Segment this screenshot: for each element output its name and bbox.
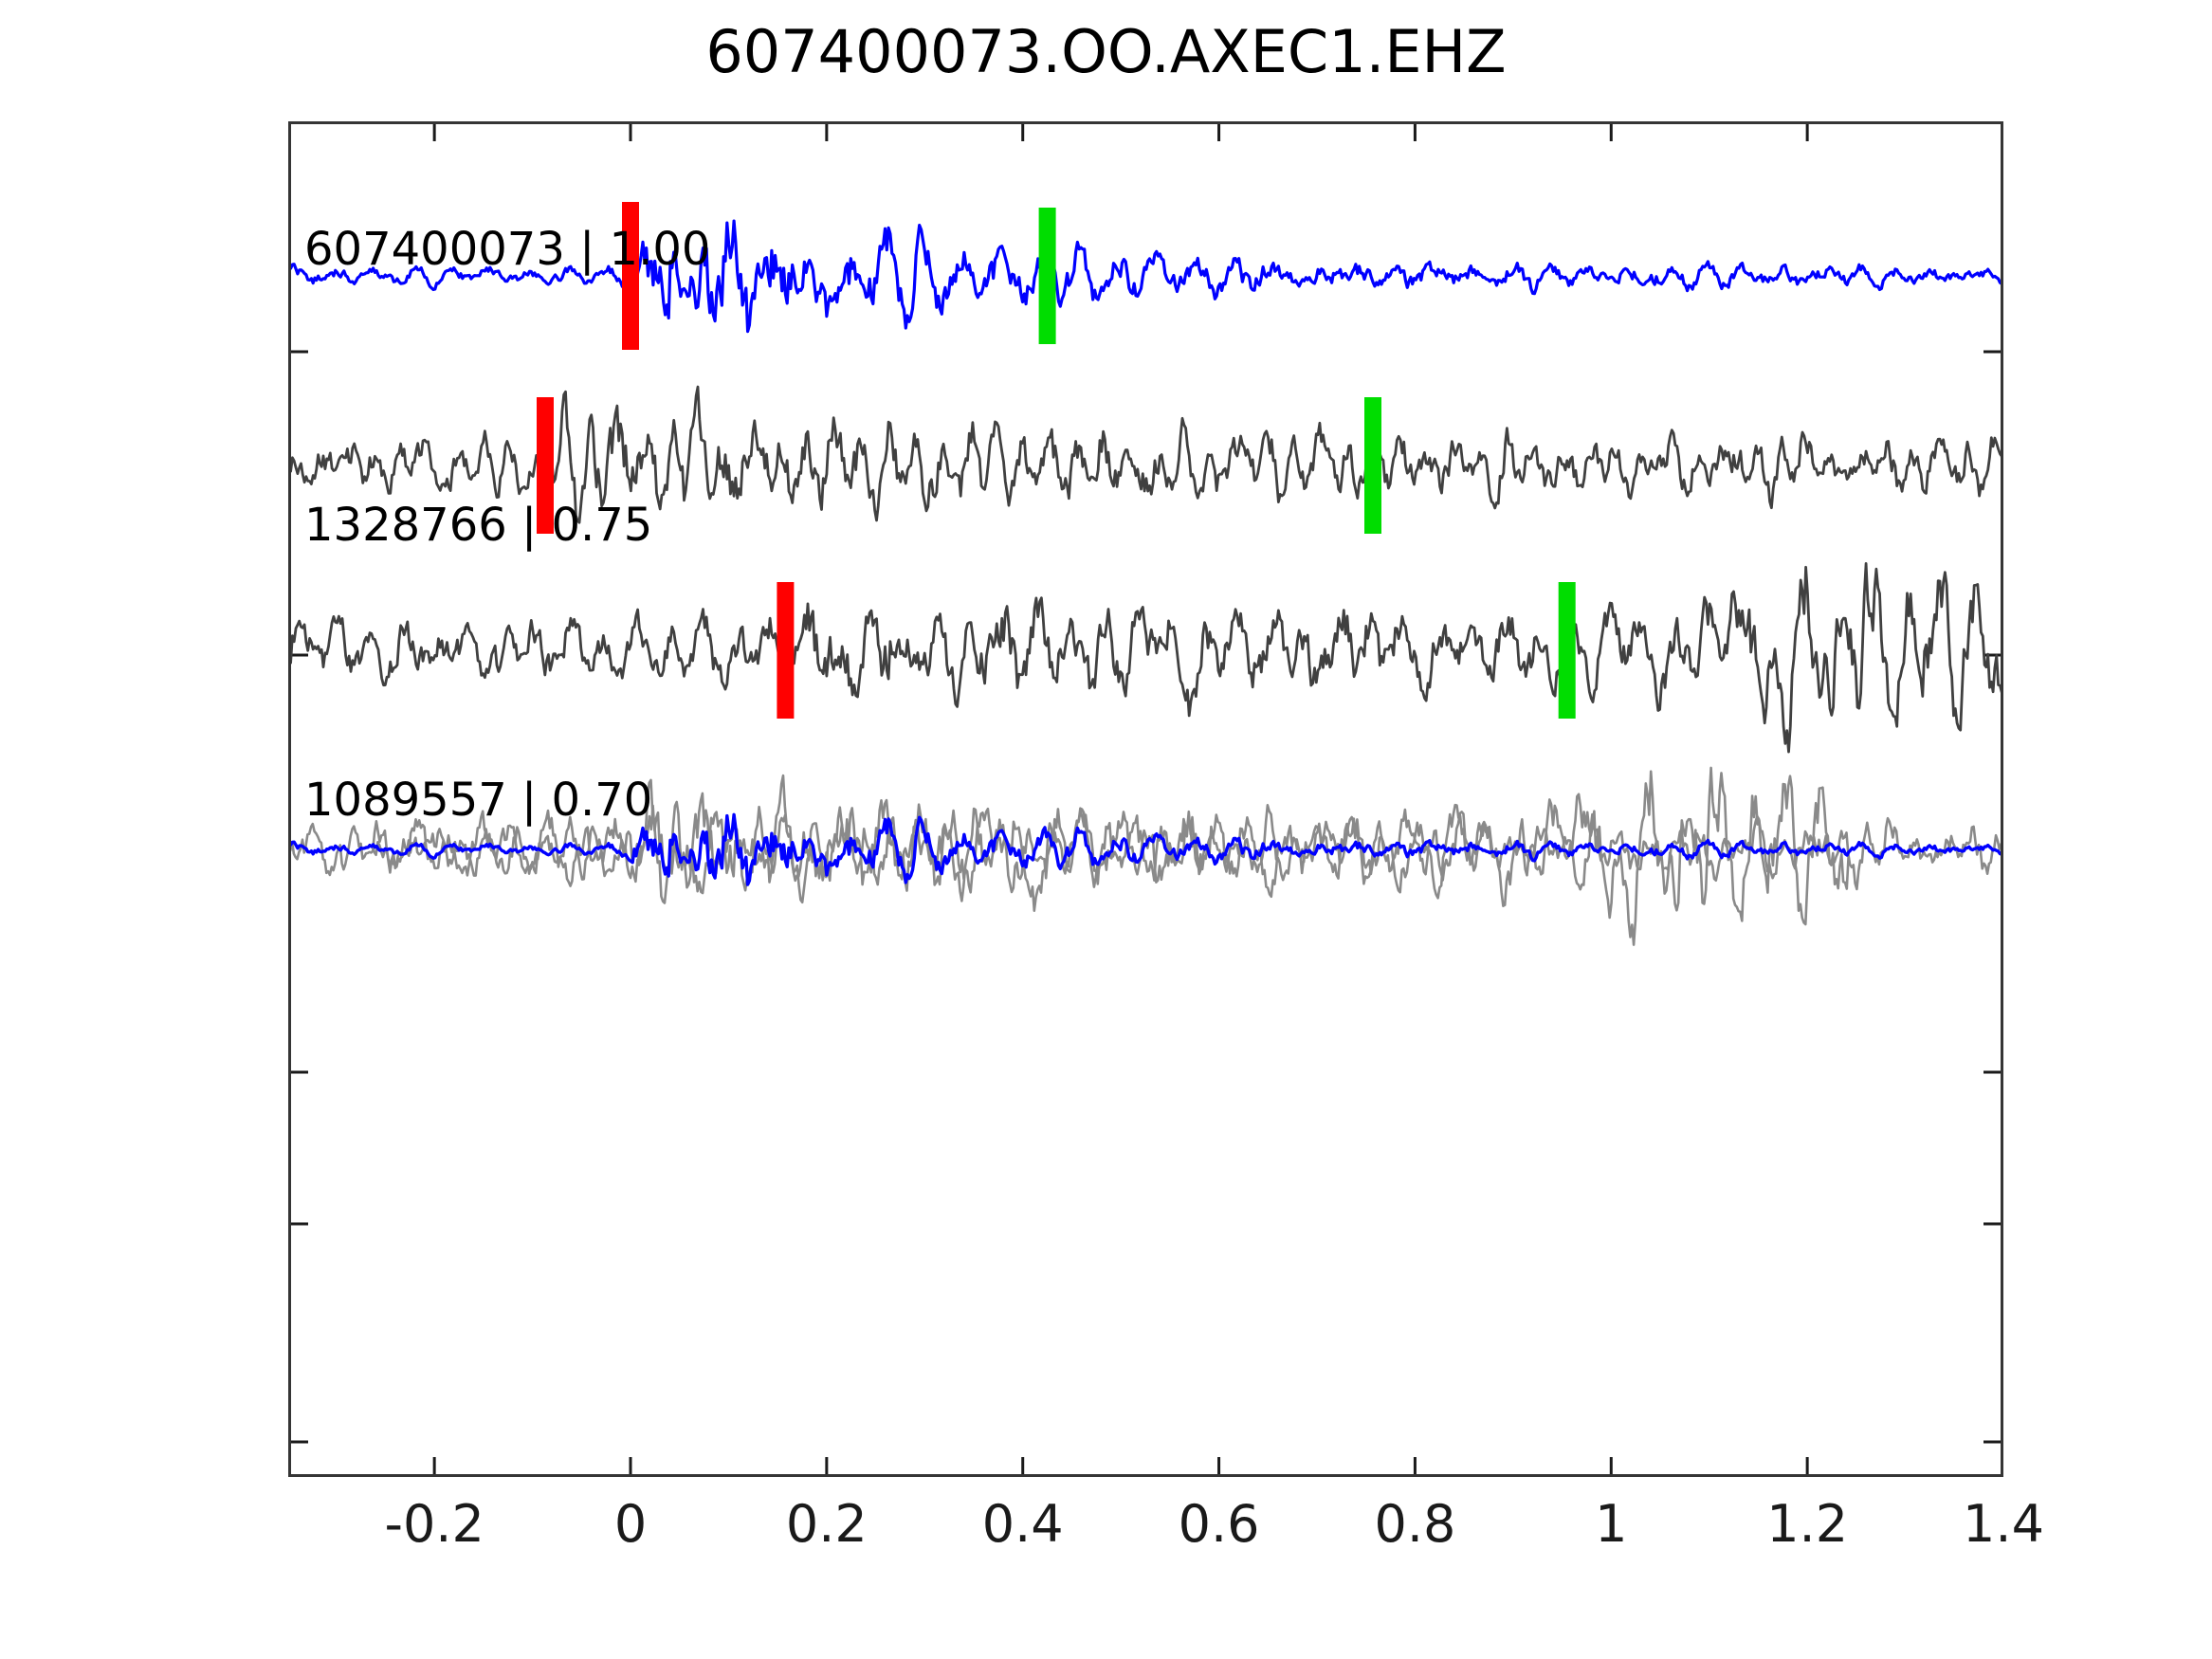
trace-label-0: 607400073 | 1.00 [304, 223, 711, 276]
trace-label-2: 1089557 | 0.70 [304, 774, 653, 827]
trace-label-1: 1328766 | 0.75 [304, 499, 653, 552]
waveform-path [291, 219, 2001, 334]
x-tick-label: 1.2 [1766, 1494, 1849, 1554]
x-tick-label: 0 [613, 1494, 648, 1554]
x-tick-label: 1.4 [1963, 1494, 2044, 1554]
waveform-canvas [291, 124, 2001, 1474]
pick-marker-s[interactable] [1558, 582, 1576, 719]
x-tick-label: 0.4 [981, 1494, 1064, 1554]
pick-marker-s[interactable] [1038, 208, 1056, 344]
page-title: 607400073.OO.AXEC1.EHZ [705, 17, 1507, 86]
x-tick-label: 1 [1595, 1494, 1628, 1554]
x-tick-label: 0.6 [1178, 1494, 1260, 1554]
pick-marker-p[interactable] [537, 397, 554, 534]
x-axis-tick-labels: -0.2 0 0.2 0.4 0.6 0.8 1 1.2 1.4 [0, 1494, 2212, 1570]
waveform-path [291, 812, 2001, 886]
x-tick-label: -0.2 [384, 1494, 484, 1554]
x-tick-label: 0.8 [1374, 1494, 1456, 1554]
pick-marker-p[interactable] [622, 202, 639, 350]
pick-marker-p[interactable] [777, 582, 795, 719]
waveform-path [371, 774, 2001, 904]
plot-area: 607400073 | 1.00 1328766 | 0.75 1089557 … [288, 121, 2003, 1477]
pick-marker-s[interactable] [1364, 397, 1381, 534]
waveform-path [291, 562, 2001, 754]
waveform-path [291, 385, 2001, 524]
x-tick-label: 0.2 [785, 1494, 868, 1554]
waveform-path [291, 766, 1850, 946]
